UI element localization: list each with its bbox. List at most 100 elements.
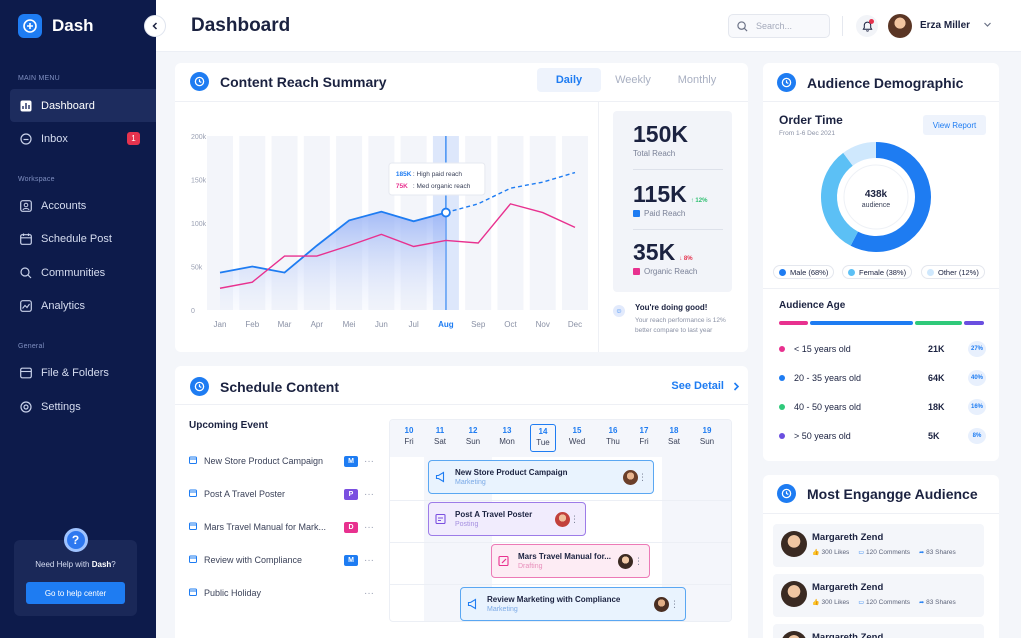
- more-options-icon[interactable]: ···: [364, 455, 374, 467]
- help-center-button[interactable]: Go to help center: [26, 582, 125, 604]
- age-percent: 8%: [968, 428, 986, 444]
- tooltip-value: 185K: [396, 171, 412, 178]
- age-label: < 15 years old: [794, 344, 851, 354]
- calendar-event-card[interactable]: Mars Travel Manual for... Drafting ⋮: [491, 544, 650, 578]
- sidebar-item-inbox[interactable]: Inbox 1: [10, 122, 156, 155]
- age-label: 40 - 50 years old: [794, 402, 862, 412]
- calendar-icon: [189, 588, 197, 598]
- card-title: Schedule Content: [220, 378, 340, 395]
- stats-panel: 150K Total Reach 115K ↑ 12% Paid Reach 35…: [613, 111, 732, 292]
- card-header: Schedule Content: [190, 377, 339, 396]
- calendar-day[interactable]: 11 Sat: [423, 426, 457, 446]
- divider: [633, 169, 723, 170]
- page-title: Dashboard: [191, 15, 291, 36]
- notifications-button[interactable]: [856, 15, 878, 37]
- age-value: 18K: [928, 402, 945, 412]
- sidebar-item-communities[interactable]: Communities: [10, 256, 156, 289]
- highlight-point[interactable]: [441, 207, 451, 218]
- collapse-sidebar-button[interactable]: [144, 15, 166, 37]
- calendar-day[interactable]: 13 Mon: [490, 426, 524, 446]
- age-row: 40 - 50 years old 18K 16%: [779, 399, 986, 415]
- sidebar-item-dashboard[interactable]: Dashboard: [10, 89, 156, 122]
- month-column: [497, 136, 524, 310]
- event-category: Marketing: [455, 479, 486, 486]
- calendar-day[interactable]: 10 Fri: [392, 426, 426, 446]
- stat-label: Paid Reach: [644, 209, 686, 218]
- view-report-button[interactable]: View Report: [923, 115, 986, 135]
- sidebar-item-label: Schedule Post: [41, 232, 112, 245]
- calendar-day[interactable]: 15 Wed: [560, 426, 594, 446]
- sidebar-item-analytics[interactable]: Analytics: [10, 289, 156, 322]
- donut-segment: [850, 142, 931, 252]
- help-card: ? Need Help with Dash? Go to help center: [14, 528, 137, 616]
- audience-name: Margareth Zend: [812, 632, 884, 638]
- more-options-icon[interactable]: ⋮: [670, 599, 679, 609]
- search-box[interactable]: [728, 14, 830, 38]
- event-type-badge: D: [344, 521, 358, 533]
- audience-item[interactable]: Margareth Zend: [773, 624, 984, 638]
- reach-line-chart: 0 50k 100k 150k 200k Jan Feb Mar Apr Mei Jun Jul Aug…: [191, 134, 588, 329]
- edit-icon: [498, 555, 509, 567]
- tab-daily[interactable]: Daily: [537, 68, 601, 92]
- divider: [598, 101, 599, 352]
- calendar-day[interactable]: 18 Sat: [657, 426, 691, 446]
- age-value: 64K: [928, 373, 945, 383]
- upcoming-event-item[interactable]: New Store Product Campaign M ···: [189, 453, 375, 469]
- metric-shares: ➦ 83 Shares: [919, 549, 956, 556]
- calendar-day[interactable]: 14 Tue: [530, 424, 556, 452]
- order-time-title: Order Time: [779, 113, 843, 127]
- sidebar-item-schedule-post[interactable]: Schedule Post: [10, 222, 156, 255]
- day-name: Fri: [404, 437, 414, 446]
- sidebar-item-file-folders[interactable]: File & Folders: [10, 356, 156, 389]
- tab-monthly[interactable]: Monthly: [677, 74, 717, 86]
- more-options-icon[interactable]: ⋮: [634, 556, 643, 566]
- paid-reach-projection-line: [445, 171, 576, 214]
- metric-likes: 👍 300 Likes: [812, 549, 850, 556]
- calendar-icon: [189, 456, 197, 466]
- comment-icon: ▭: [858, 600, 864, 606]
- user-name[interactable]: Erza Miller: [920, 20, 971, 31]
- more-options-icon[interactable]: ···: [364, 488, 374, 500]
- logo[interactable]: Dash: [18, 14, 94, 38]
- day-name: Tue: [536, 438, 550, 447]
- search-input[interactable]: [756, 21, 816, 31]
- user-avatar[interactable]: [888, 14, 912, 38]
- sidebar-item-accounts[interactable]: Accounts: [10, 189, 156, 222]
- calendar-event-card[interactable]: Post A Travel Poster Posting ⋮: [428, 502, 586, 536]
- more-options-icon[interactable]: ⋮: [570, 514, 579, 524]
- more-options-icon[interactable]: ⋮: [638, 472, 647, 482]
- calendar-day[interactable]: 17 Fri: [627, 426, 661, 446]
- calendar-event-card[interactable]: New Store Product Campaign Marketing ⋮: [428, 460, 654, 494]
- sidebar-item-settings[interactable]: Settings: [10, 390, 156, 423]
- sidebar-item-label: Communities: [41, 266, 106, 279]
- period-tabs: Daily Weekly Monthly: [537, 68, 729, 92]
- audience-age-title: Audience Age: [779, 300, 846, 311]
- more-options-icon[interactable]: ···: [364, 587, 374, 599]
- analytics-icon: [20, 299, 32, 312]
- day-number: 13: [502, 426, 512, 435]
- sidebar-item-label: Accounts: [41, 199, 87, 212]
- upcoming-event-item[interactable]: Mars Travel Manual for Mark... D ···: [189, 519, 375, 535]
- card-title: Most Engangge Audience: [807, 485, 978, 502]
- calendar-day[interactable]: 16 Thu: [596, 426, 630, 446]
- age-dot: [779, 346, 785, 352]
- upcoming-event-item[interactable]: Public Holiday ···: [189, 585, 375, 601]
- upcoming-event-title: Upcoming Event: [189, 420, 268, 431]
- calendar-day[interactable]: 19 Sun: [690, 426, 724, 446]
- audience-item[interactable]: Margareth Zend 👍 300 Likes ▭ 120 Comments ➦ 83…: [773, 524, 984, 567]
- more-options-icon[interactable]: ···: [364, 554, 374, 566]
- chevron-down-icon[interactable]: [983, 20, 992, 29]
- age-dot: [779, 404, 785, 410]
- more-options-icon[interactable]: ···: [364, 521, 374, 533]
- upcoming-event-item[interactable]: Post A Travel Poster P ···: [189, 486, 375, 502]
- audience-item[interactable]: Margareth Zend 👍 300 Likes ▭ 120 Comments ➦ 83…: [773, 574, 984, 617]
- tab-weekly[interactable]: Weekly: [615, 74, 651, 86]
- calendar-event-card[interactable]: Review Marketing with Compliance Marketin…: [460, 587, 686, 621]
- age-dot: [779, 375, 785, 381]
- upcoming-event-item[interactable]: Review with Compliance M ···: [189, 552, 375, 568]
- trend-up-icon: ↑ 12%: [690, 198, 708, 204]
- card-header: Content Reach Summary: [190, 72, 386, 91]
- card-header: Most Engangge Audience: [777, 484, 978, 503]
- calendar-day[interactable]: 12 Sun: [456, 426, 490, 446]
- see-detail-link[interactable]: See Detail: [671, 380, 740, 392]
